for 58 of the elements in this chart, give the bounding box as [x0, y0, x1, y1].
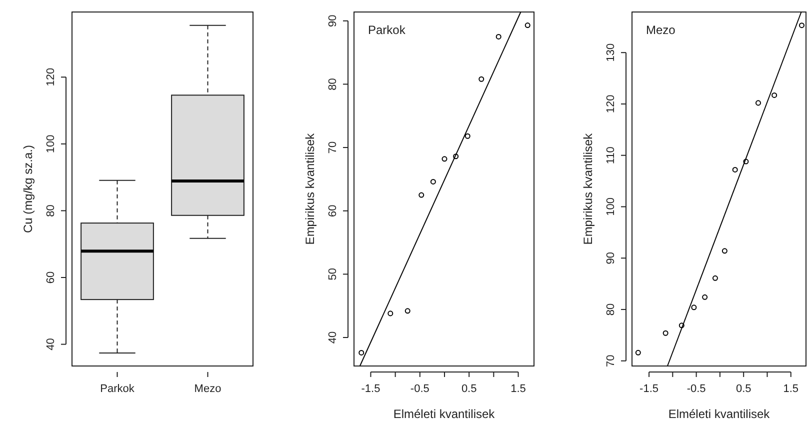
y-tick-label: 110 [604, 146, 617, 164]
point [388, 310, 394, 316]
point [464, 133, 470, 139]
y-tick-label: 60 [44, 271, 57, 284]
x-axis-title: Elméleti kvantilisek [668, 407, 771, 421]
point [691, 304, 697, 310]
y-tick-label: 120 [604, 94, 617, 114]
y-tick-label: 80 [326, 78, 339, 90]
y-tick-label: 80 [604, 303, 617, 316]
point [722, 248, 728, 254]
point [430, 178, 436, 184]
y-axis-title: Empirikus kvantilisek [303, 132, 317, 245]
point [358, 350, 364, 356]
x-tick-label: Mezo [194, 382, 222, 395]
y-axis-title: Empirikus kvantilisek [581, 132, 595, 245]
x-tick-label: 1.5 [510, 382, 526, 395]
point [524, 22, 530, 28]
point [772, 92, 778, 98]
point [442, 156, 448, 162]
y-tick-label: 90 [326, 14, 339, 27]
y-tick-label: 130 [604, 43, 617, 62]
x-tick-label: Parkok [100, 382, 135, 395]
x-tick-label: 1.5 [783, 382, 799, 395]
y-tick-label: 70 [326, 141, 339, 154]
annotation: Mezo [646, 23, 676, 37]
point [712, 275, 718, 281]
point [798, 22, 804, 28]
point [453, 154, 459, 160]
point [478, 76, 484, 82]
point [418, 192, 424, 198]
y-tick-label: 40 [44, 338, 57, 350]
point [662, 330, 668, 336]
point [732, 166, 738, 172]
annotation: Parkok [368, 23, 406, 37]
y-tick-label: 100 [604, 198, 617, 216]
x-tick-label: 0.5 [461, 382, 477, 395]
y-tick-label: 80 [44, 204, 57, 217]
x-tick-label: -0.5 [686, 382, 706, 395]
x-tick-label: -1.5 [640, 382, 659, 395]
point [635, 350, 641, 356]
point [496, 34, 502, 40]
point [743, 158, 749, 164]
y-tick-label: 70 [604, 354, 617, 367]
x-tick-label: -0.5 [410, 382, 430, 395]
point [678, 322, 684, 328]
point [755, 100, 761, 106]
y-axis-title: Cu (mg/kg sz.a.) [21, 144, 35, 234]
y-tick-label: 50 [326, 268, 339, 280]
x-tick-label: -1.5 [361, 382, 380, 395]
y-tick-label: 120 [44, 68, 57, 86]
y-tick-label: 90 [604, 252, 617, 264]
point [702, 294, 708, 300]
y-tick-label: 100 [44, 134, 57, 154]
x-tick-label: 0.5 [736, 382, 752, 395]
y-tick-label: 60 [326, 204, 339, 217]
x-axis-title: Elméleti kvantilisek [393, 407, 496, 421]
y-tick-label: 40 [326, 331, 339, 344]
point [404, 308, 410, 314]
